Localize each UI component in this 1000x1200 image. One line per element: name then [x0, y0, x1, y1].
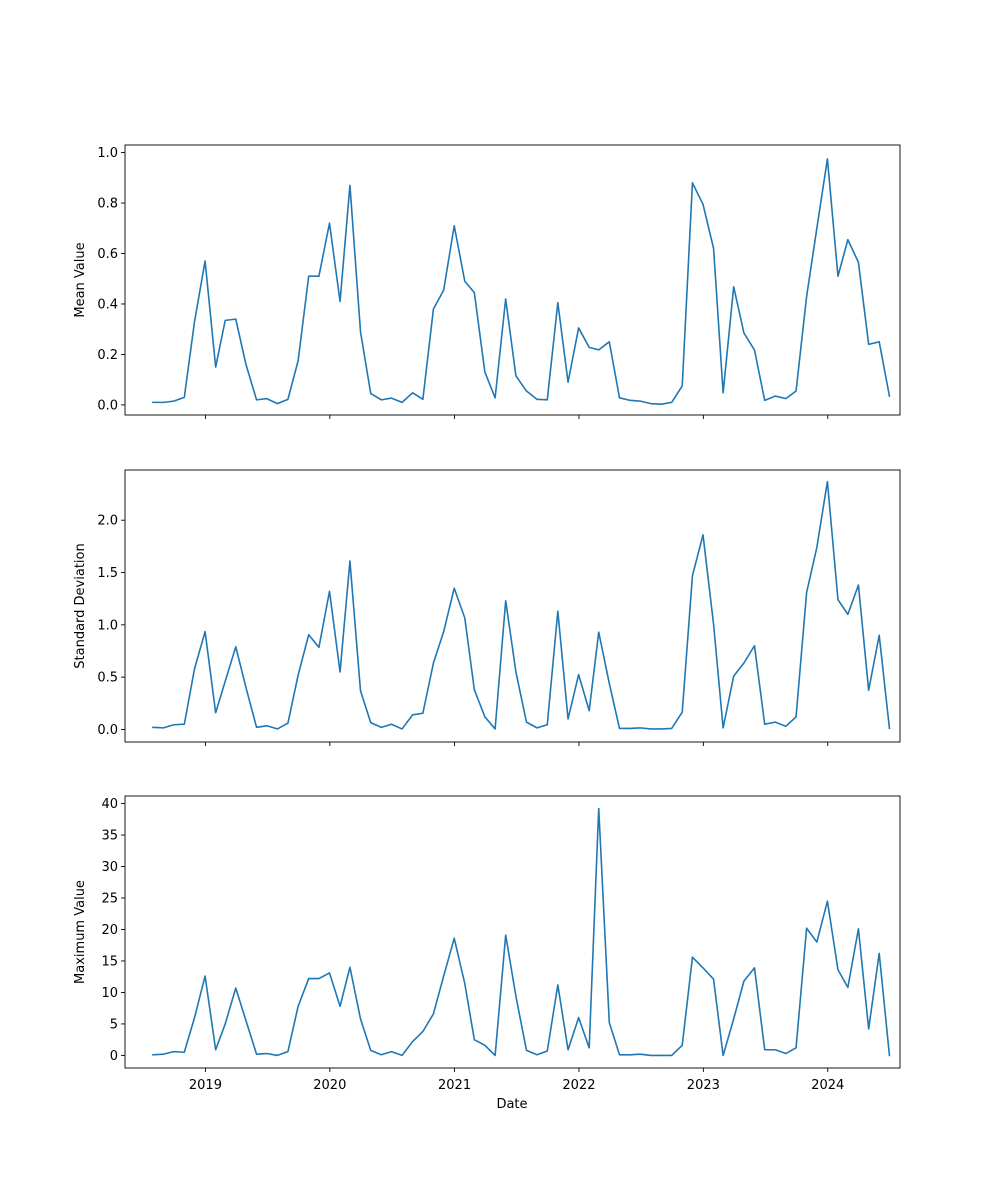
- y-tick-label: 0.0: [97, 398, 118, 413]
- y-tick-label: 20: [101, 923, 118, 938]
- y-tick-label: 0.4: [97, 297, 118, 312]
- y-tick-label: 15: [101, 954, 118, 969]
- plot-frame: [124, 144, 901, 416]
- x-tick-label: 2020: [313, 1078, 346, 1093]
- y-tick-label: 0.5: [97, 671, 118, 686]
- y-tick-label: 30: [101, 860, 118, 875]
- plot-frame: [124, 469, 901, 743]
- series-line: [152, 807, 891, 1057]
- y-tick-label: 0.8: [97, 197, 118, 212]
- x-tick-label: 2023: [687, 1078, 720, 1093]
- y-tick-label: 1.0: [97, 618, 118, 633]
- y-tick-label: 1.5: [97, 566, 118, 581]
- plot-frame: [124, 795, 901, 1069]
- x-tick-label: 2024: [811, 1078, 844, 1093]
- y-axis-label: Standard Deviation: [73, 543, 88, 668]
- y-tick-label: 0: [110, 1049, 118, 1064]
- y-tick-label: 35: [101, 829, 118, 844]
- series-line: [152, 158, 891, 405]
- y-tick-label: 25: [101, 892, 118, 907]
- subplot-3: 0 5 10 15 20 25 30 35 40 2019 2020 2021 2022 2023 2024…: [73, 795, 901, 1093]
- y-tick-label: 10: [101, 986, 118, 1001]
- y-tick-label: 0.6: [97, 247, 118, 262]
- subplot-2: 0.0 0.5 1.0 1.5 2.0 Standard Deviation: [73, 469, 901, 746]
- y-tick-label: 0.2: [97, 348, 118, 363]
- subplot-1: 0.0 0.2 0.4 0.6 0.8 1.0 Mean Value: [73, 144, 901, 419]
- y-tick-label: 40: [101, 797, 118, 812]
- x-tick-label: 2021: [438, 1078, 471, 1093]
- y-tick-label: 1.0: [97, 146, 118, 161]
- x-axis-label: Date: [496, 1097, 527, 1112]
- subplots: 0.0 0.2 0.4 0.6 0.8 1.0 Mean Value 0.0 0.5 1.0 1.5…: [73, 144, 901, 1093]
- y-axis-label: Mean Value: [73, 242, 88, 317]
- y-tick-label: 0.0: [97, 723, 118, 738]
- x-tick-label: 2022: [562, 1078, 595, 1093]
- series-line: [152, 480, 891, 730]
- y-axis-label: Maximum Value: [73, 880, 88, 984]
- y-tick-label: 5: [110, 1017, 118, 1032]
- y-tick-label: 2.0: [97, 514, 118, 529]
- x-tick-label: 2019: [189, 1078, 222, 1093]
